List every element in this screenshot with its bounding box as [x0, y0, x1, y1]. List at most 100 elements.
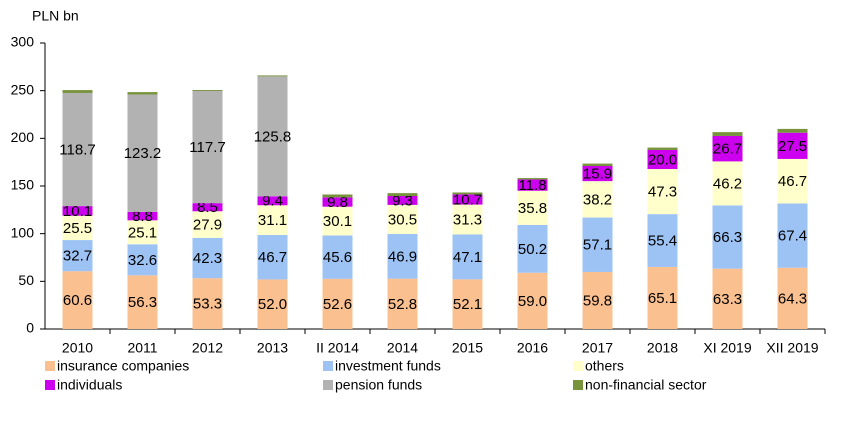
data-label: 9.4 — [262, 193, 283, 210]
data-label: 57.1 — [583, 237, 612, 254]
bar-segment — [517, 178, 548, 180]
data-label: 26.7 — [713, 141, 742, 158]
bar-segment — [257, 234, 288, 280]
bar-segment — [582, 165, 613, 182]
data-label: 52.8 — [388, 296, 417, 313]
bar-segment — [777, 132, 808, 159]
bar-segment — [192, 89, 223, 91]
data-label: 20.0 — [648, 151, 677, 168]
x-tick-label: XI 2019 — [703, 340, 751, 356]
data-label: 42.3 — [193, 250, 222, 267]
x-tick-label: 2017 — [582, 340, 613, 356]
data-label: 52.1 — [453, 296, 482, 313]
y-tick-label: 0 — [26, 320, 34, 336]
legend-swatch — [573, 361, 583, 371]
data-label: 117.7 — [189, 139, 225, 156]
bar-segment — [387, 193, 418, 197]
data-label: 11.8 — [518, 177, 546, 194]
legend-swatch — [573, 380, 583, 390]
bar-segment — [62, 215, 93, 241]
y-tick-label: 150 — [11, 177, 35, 193]
legend-label: pension funds — [335, 377, 422, 393]
data-label: 31.3 — [453, 211, 482, 228]
bar-segment — [257, 279, 288, 329]
bar-segment — [127, 211, 158, 221]
bar-segment — [647, 147, 678, 150]
bar-segment — [647, 214, 678, 267]
data-label: 46.9 — [388, 248, 417, 265]
data-label: 55.4 — [648, 232, 677, 249]
data-label: 47.3 — [648, 184, 677, 201]
bar-segment — [712, 161, 743, 206]
bar-segment — [257, 76, 288, 197]
x-tick-label: 2016 — [517, 340, 548, 356]
data-label: 63.3 — [713, 291, 742, 308]
data-label: 32.7 — [63, 248, 92, 265]
bar-segment — [387, 278, 418, 329]
legend-swatch — [45, 380, 55, 390]
data-label: 27.5 — [778, 138, 807, 155]
bar-segment — [192, 203, 223, 212]
bar-segment — [712, 132, 743, 136]
bar-segment — [62, 240, 93, 272]
x-tick-label: 2015 — [452, 340, 483, 356]
bar-segment — [452, 204, 483, 235]
bar-segment — [192, 90, 223, 204]
bar-segment — [257, 205, 288, 235]
bar-segment — [322, 278, 353, 329]
data-label: 10.7 — [453, 191, 482, 208]
bar-segment — [712, 268, 743, 329]
y-axis-label: PLN bn — [32, 8, 79, 24]
data-label: 10.1 — [63, 203, 92, 220]
bar-segment — [452, 192, 483, 195]
data-label: 125.8 — [254, 128, 292, 145]
data-label: 46.2 — [713, 175, 742, 192]
bar-segment — [777, 203, 808, 268]
x-tick-label: 2018 — [647, 340, 678, 356]
bar-segment — [777, 158, 808, 204]
legend-label: insurance companies — [57, 358, 189, 374]
bar-segment — [322, 194, 353, 198]
x-tick-label: 2012 — [192, 340, 223, 356]
data-label: 9.8 — [327, 194, 348, 211]
bar-segment — [322, 206, 353, 236]
bar-segment — [127, 92, 158, 95]
bar-segment — [192, 237, 223, 279]
data-label: 46.7 — [778, 173, 807, 190]
legend-swatch — [323, 361, 333, 371]
x-tick-label: 2013 — [257, 340, 288, 356]
y-tick-label: 250 — [11, 81, 35, 97]
bar-segment — [62, 206, 93, 216]
bar-segment — [647, 266, 678, 329]
data-label: 46.7 — [258, 249, 287, 266]
legend-label: others — [585, 358, 624, 374]
bar-segment — [387, 233, 418, 279]
bar-segment — [257, 196, 288, 206]
data-label: 52.0 — [258, 296, 287, 313]
data-label: 31.1 — [258, 212, 287, 229]
y-tick-label: 100 — [11, 224, 35, 240]
bar-segment — [322, 235, 353, 279]
bar-segment — [127, 244, 158, 276]
data-label: 30.5 — [388, 211, 417, 228]
bar-segment — [192, 211, 223, 238]
bar-segment — [712, 205, 743, 269]
data-label: 50.2 — [518, 241, 547, 258]
data-label: 53.3 — [193, 296, 222, 313]
y-tick-label: 200 — [11, 129, 35, 145]
bar-segment — [62, 90, 93, 93]
bar-segment — [127, 220, 158, 245]
data-label: 27.9 — [193, 217, 222, 234]
bar-segment — [777, 128, 808, 133]
bar-segment — [62, 271, 93, 329]
data-label: 30.1 — [323, 213, 352, 230]
legend-label: non-financial sector — [585, 377, 707, 393]
data-label: 8.8 — [132, 208, 153, 225]
bar-segment — [582, 163, 613, 166]
x-tick-label: 2010 — [62, 340, 93, 356]
legend-label: investment funds — [335, 358, 441, 374]
bar-segment — [582, 181, 613, 218]
y-tick-label: 300 — [11, 34, 35, 50]
data-label: 32.6 — [128, 252, 157, 269]
